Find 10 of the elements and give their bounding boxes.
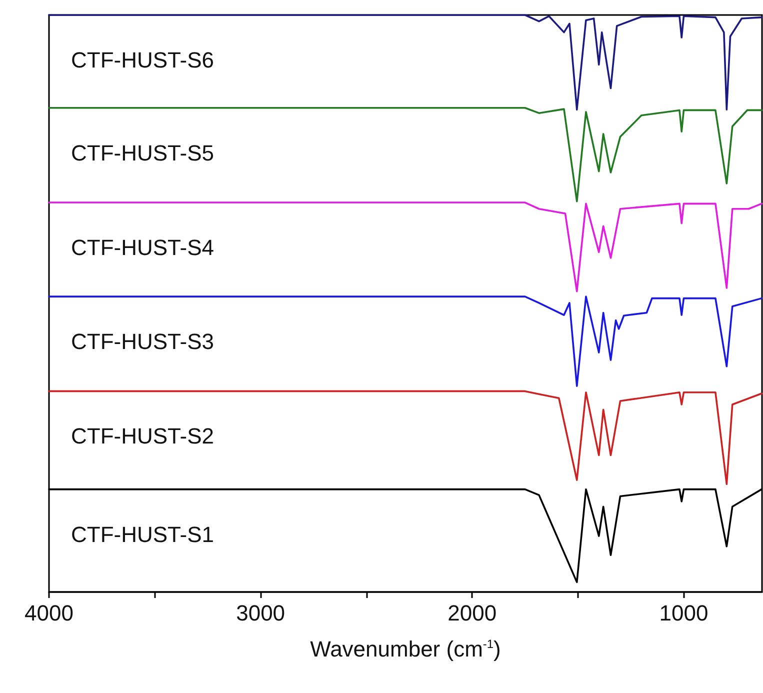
series-label: CTF-HUST-S5	[71, 140, 214, 166]
x-tick-label: 1000	[659, 600, 708, 626]
series-label: CTF-HUST-S2	[71, 424, 214, 449]
series-label: CTF-HUST-S4	[71, 235, 214, 260]
series-label: CTF-HUST-S6	[71, 48, 214, 72]
x-tick-label: 3000	[236, 600, 286, 626]
x-tick-label: 2000	[448, 600, 497, 626]
series-label: CTF-HUST-S1	[71, 522, 214, 547]
series-label: CTF-HUST-S3	[71, 329, 214, 354]
x-tick-label: 4000	[24, 600, 74, 626]
